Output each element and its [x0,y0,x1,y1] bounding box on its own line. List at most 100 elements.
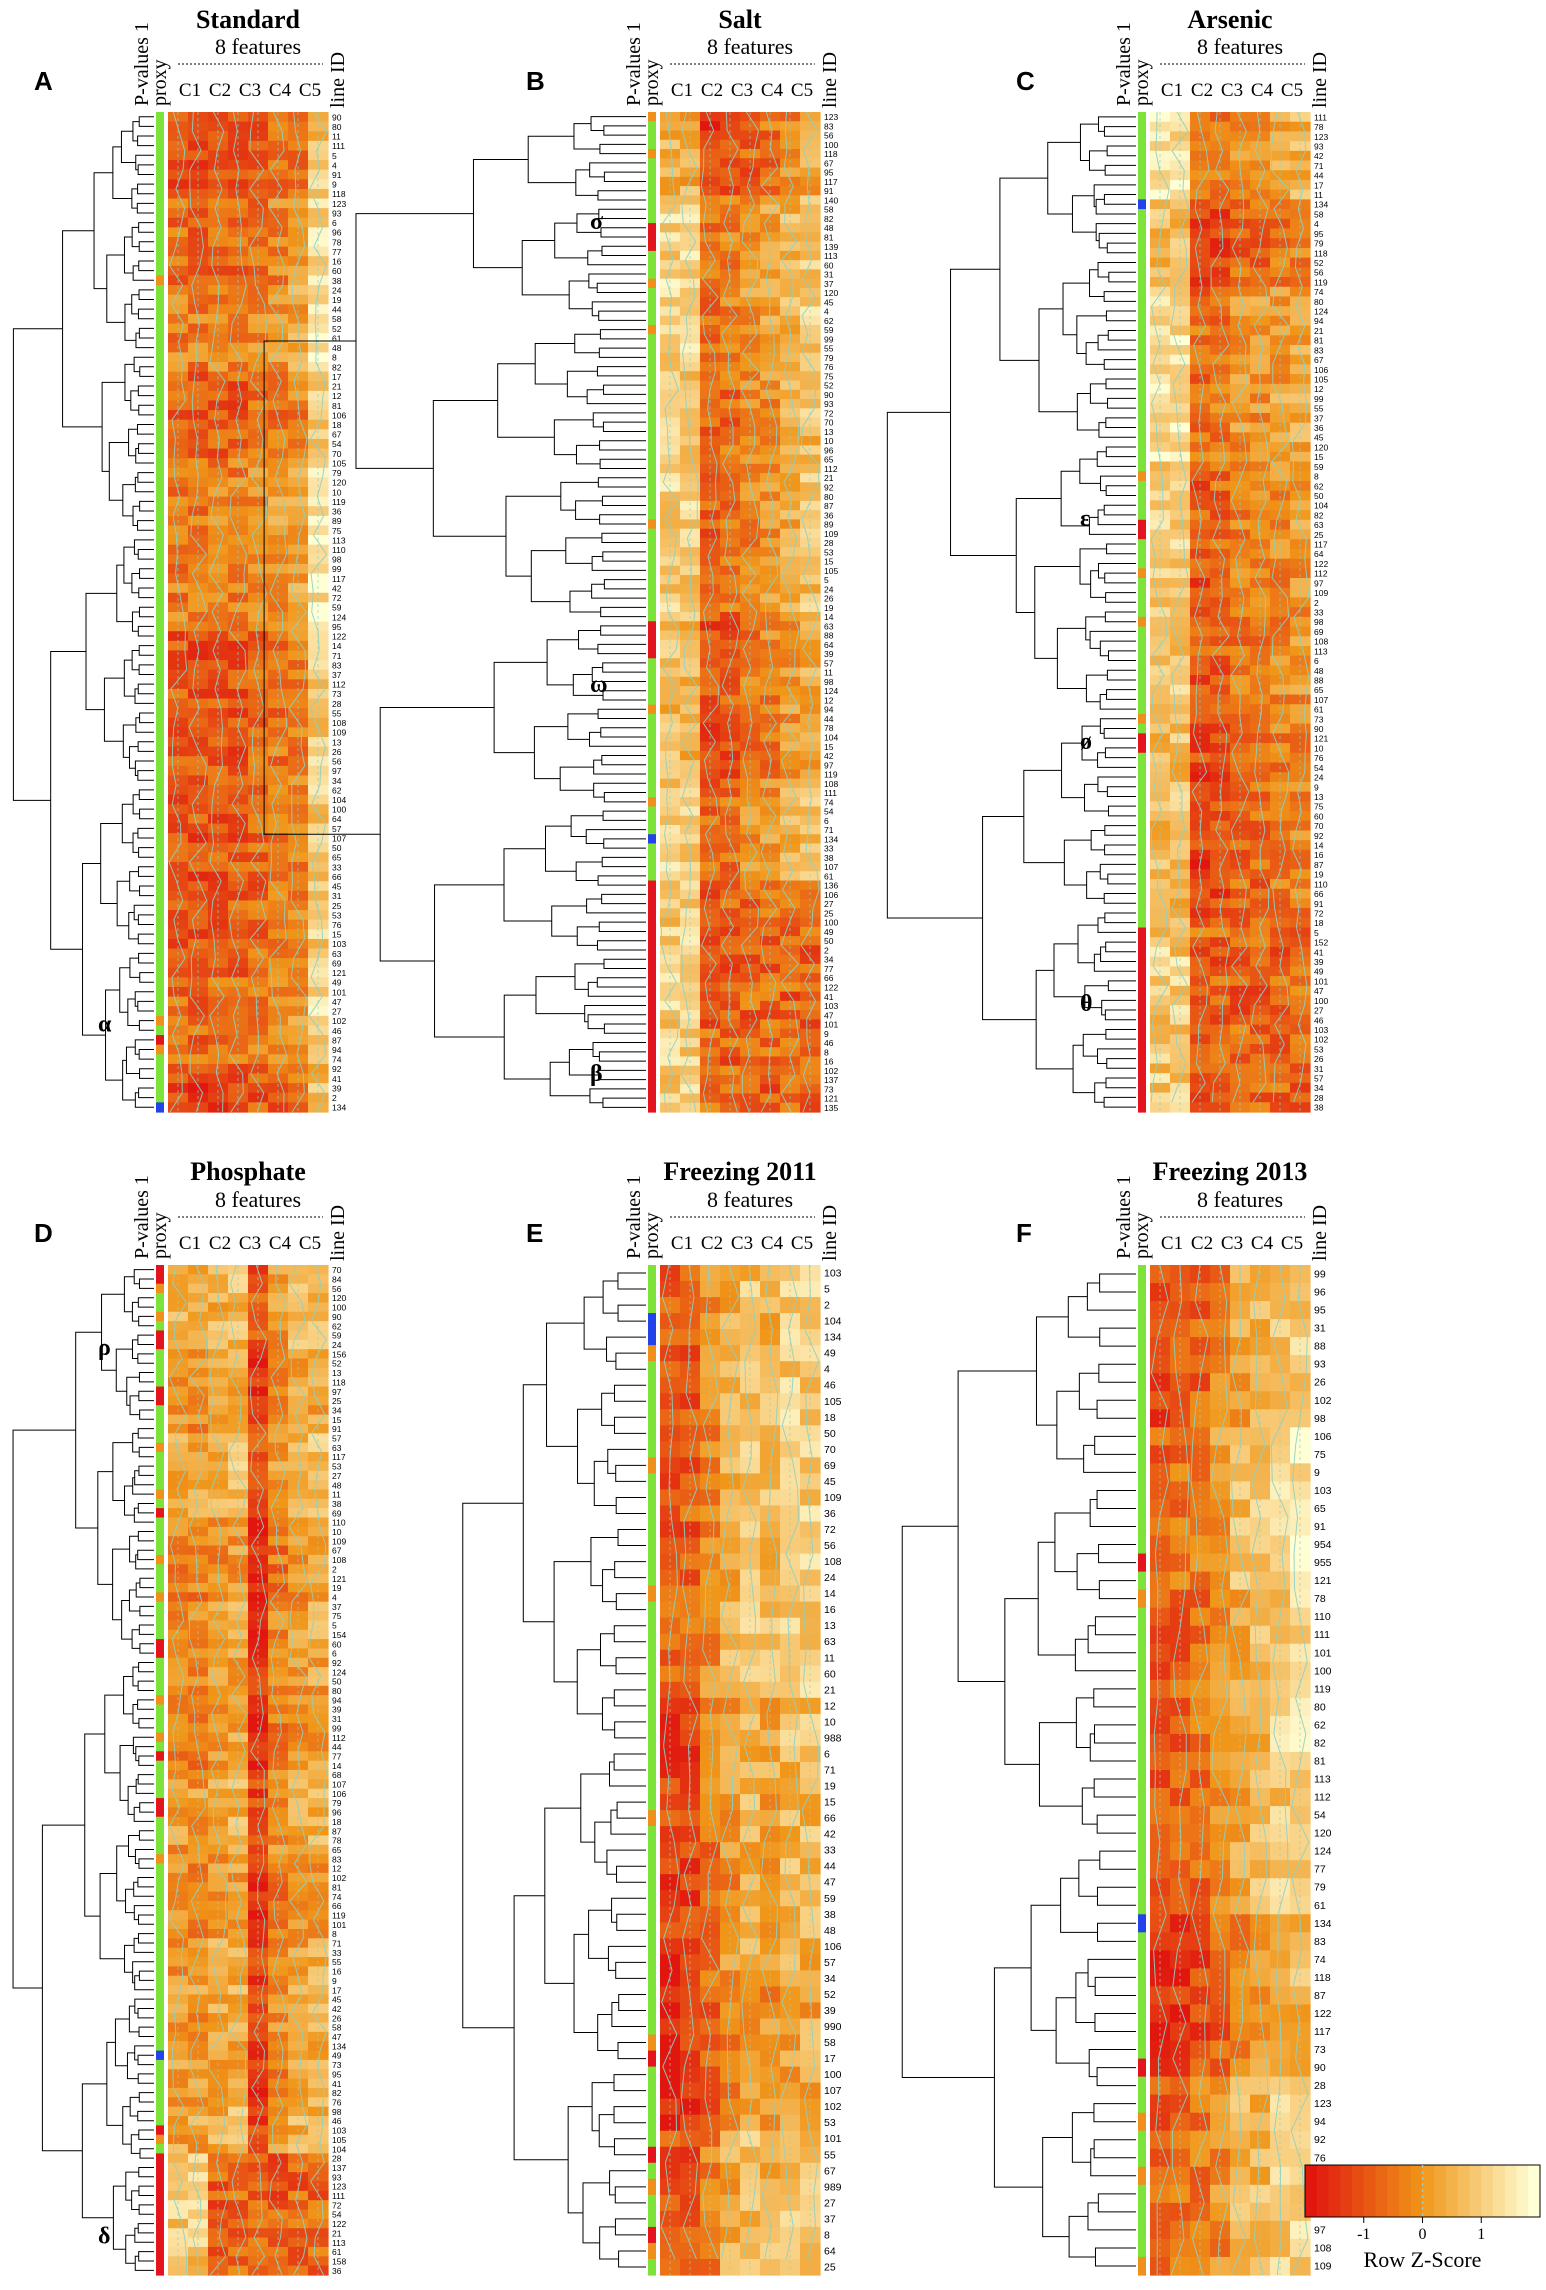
heat-cell [740,982,761,993]
heat-cell [268,1779,289,1790]
heat-cell [208,1985,229,1996]
heat-cell [1190,238,1211,249]
heat-cell [740,1585,761,1603]
dendrogram-branch [1097,752,1136,768]
heat-cell [1210,1053,1231,1065]
heat-cell [680,602,701,613]
heat-cell [248,1395,269,1406]
heat-cell [1190,976,1211,987]
heat-cell [800,519,821,530]
heat-cell [248,1367,269,1378]
heat-cell [228,1648,249,1659]
dendrogram-branch [135,1582,154,1598]
heat-cell [800,149,821,159]
column-label-c1: C1 [671,1233,693,1254]
heat-cell [1190,801,1211,812]
heat-cell [268,1900,289,1911]
proxy-cell [156,400,164,411]
heat-cell [168,573,189,584]
heat-cell [1170,752,1191,764]
heat-cell [700,232,721,243]
proxy-cell [156,1994,164,2005]
line-id-137: 137 [824,1075,838,1085]
heat-cell [760,1102,781,1113]
dendrogram-branch [602,690,646,701]
heat-cell [700,621,721,632]
heat-cell [1150,849,1171,861]
proxy-cell [156,1461,164,1472]
line-id-117: 117 [1314,540,1328,550]
cluster-mark: ø [1080,729,1092,755]
dendrogram-branch [131,294,140,315]
line-id-94: 94 [1314,316,1324,326]
dendrogram-branch [603,838,646,849]
heat-cell [740,1489,761,1507]
dendrogram-branch [128,1589,140,1612]
heat-cell [248,1545,269,1556]
proxy-cell [156,852,164,863]
line-id-82: 82 [1314,510,1324,520]
proxy-cell [156,1751,164,1762]
heat-cell [168,1102,189,1113]
column-label-c4: C4 [761,1233,784,1254]
heat-cell [1290,597,1311,608]
heat-cell [800,686,821,696]
heat-cell [288,958,309,969]
heat-cell [168,2181,189,2192]
heat-cell [288,2218,309,2229]
heat-cell [660,195,681,206]
dendrogram-branch [138,222,154,233]
line-id-94: 94 [332,1045,342,1055]
heat-cell [228,746,249,757]
heat-cell [288,592,309,603]
heat-cell [168,477,189,488]
heat-cell [288,1330,309,1341]
heat-cell [308,890,329,902]
proxy-cell [156,246,164,257]
heat-cell [268,669,289,680]
line-id-77: 77 [824,964,834,974]
heat-cell [1210,723,1231,734]
dendrogram-branch [1105,378,1136,390]
proxy-cell [156,1423,164,1434]
heat-cell [1170,878,1191,890]
heat-cell [800,436,821,446]
dendrogram-branch [566,370,598,398]
line-id-45: 45 [332,882,342,892]
line-id-5: 5 [332,1621,337,1631]
panel-title: Arsenic [1187,5,1272,34]
proxy-cell [156,987,164,998]
proxy-cell [648,954,656,965]
heat-cell [228,765,249,777]
heat-cell [1170,1102,1191,1113]
heat-cell [188,1882,209,1893]
proxy-cell [1138,451,1146,463]
heat-cell [660,945,681,956]
proxy-cell [1138,946,1146,958]
line-id-83: 83 [824,121,834,131]
proxy-cell [156,881,164,892]
heat-cell [700,1537,721,1555]
heat-cell [308,2237,329,2248]
heat-cell [168,862,189,873]
line-id-107: 107 [332,833,346,843]
heat-cell [168,304,189,315]
proxy-cell [1138,791,1146,802]
row-traces [168,111,328,1113]
heat-cell [1230,626,1251,637]
heat-cell [248,621,269,632]
heat-cell [760,556,781,567]
heat-cell [268,1293,289,1304]
heat-cell [228,862,249,873]
proxy-cell [1138,306,1146,317]
heat-cell [208,1545,229,1556]
dendrogram-branch [1097,1048,1136,1064]
heat-cell [680,908,701,919]
heat-cell [248,765,269,777]
heat-cell [188,1779,209,1790]
heat-cell [248,2050,269,2061]
dendrogram-branch [1103,291,1136,302]
heat-cell [740,584,761,595]
heat-cell [188,333,209,344]
heat-cell [208,2087,229,2098]
